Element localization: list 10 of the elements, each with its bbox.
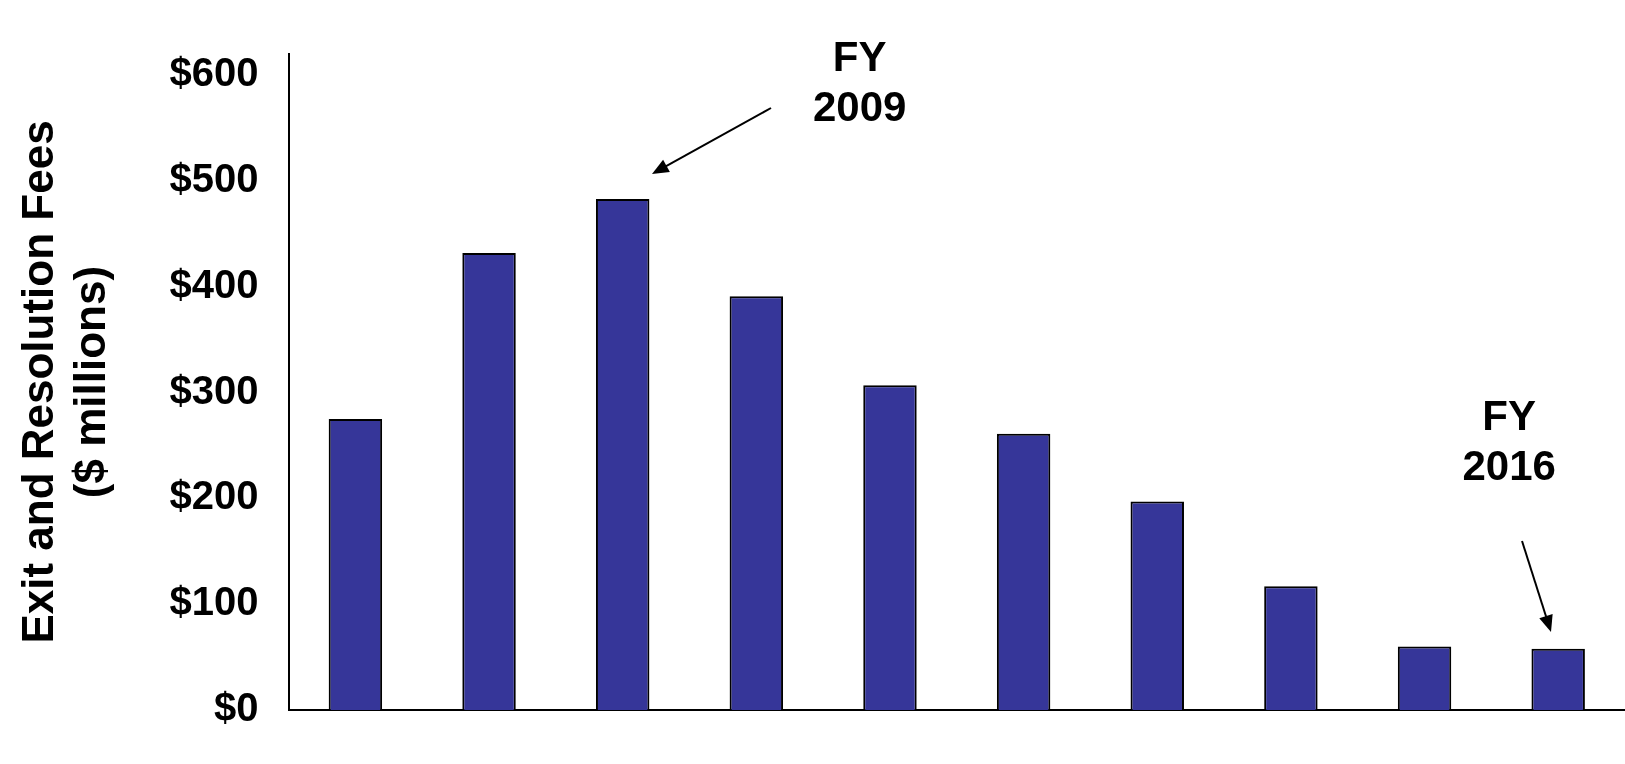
y-tick-label: $100	[169, 579, 259, 624]
y-tick-label: $400	[169, 261, 259, 306]
annotation: FY 2016	[1461, 390, 1557, 491]
y-tick-label: $0	[214, 685, 259, 730]
y-tick-label: $600	[169, 50, 259, 95]
y-tick-label: $500	[169, 156, 259, 200]
y-tick-label: $300	[169, 367, 259, 412]
y-axis-title: Exit and Resolution Fees ($ millions)	[12, 120, 115, 644]
y-tick-label: $200	[169, 473, 259, 518]
annotation: FY 2009	[811, 31, 908, 132]
